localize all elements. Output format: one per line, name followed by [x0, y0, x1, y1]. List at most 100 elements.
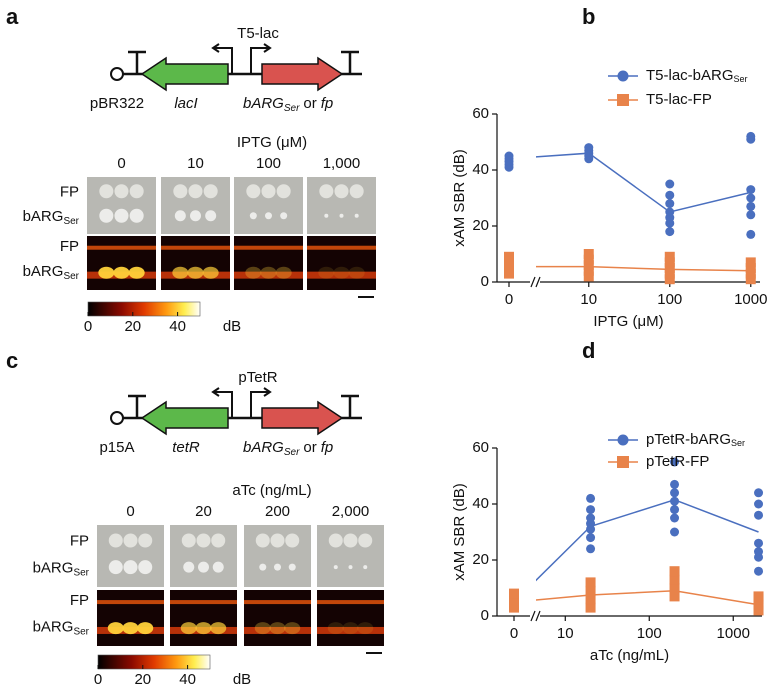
- y-tick-label: 20: [472, 551, 489, 568]
- colony: [196, 533, 211, 548]
- concentration-label: 2,000: [332, 503, 370, 520]
- repressor-label: lacI: [174, 95, 197, 112]
- ultrasound-image: [244, 590, 311, 646]
- signal-band: [161, 245, 230, 250]
- signal-spot: [122, 622, 139, 635]
- signal-band: [244, 600, 311, 605]
- data-point: [585, 602, 596, 613]
- data-point: [583, 260, 594, 271]
- row-label-main: FP: [60, 183, 79, 200]
- data-point: [664, 257, 675, 268]
- data-point: [586, 505, 596, 515]
- concentration-label: 0: [117, 155, 125, 172]
- signal-band: [244, 626, 311, 634]
- data-point: [585, 577, 596, 588]
- data-point: [664, 263, 675, 273]
- colony: [249, 212, 257, 220]
- colony: [343, 533, 358, 548]
- colony: [190, 210, 201, 222]
- signal-spot: [128, 266, 145, 279]
- colony: [339, 213, 344, 218]
- colorbar-tick-label: 40: [169, 318, 186, 335]
- data-point: [665, 207, 675, 217]
- colony: [354, 213, 359, 218]
- row-label: FP: [70, 533, 89, 550]
- row-label-main: bARG: [23, 208, 64, 225]
- colony: [212, 561, 224, 573]
- x-tick-label: 10: [557, 625, 574, 642]
- row-label: FP: [70, 592, 89, 609]
- data-point: [670, 505, 680, 515]
- data-point: [664, 251, 675, 262]
- data-point: [746, 185, 756, 195]
- row-label-main: FP: [70, 533, 89, 550]
- colony: [108, 533, 123, 548]
- data-point: [504, 251, 514, 262]
- signal-band: [307, 245, 376, 250]
- ultrasound-image: [234, 236, 303, 290]
- colorbar-tick-label: 40: [179, 671, 196, 688]
- cargo-main: bARG: [243, 439, 284, 456]
- data-point: [665, 199, 675, 209]
- repressor-gene: [140, 400, 229, 436]
- row-label: bARGSer: [33, 559, 90, 578]
- data-point: [504, 263, 514, 273]
- signal-spot: [210, 622, 227, 635]
- y-axis-label: xAM SBR (dB): [451, 483, 468, 581]
- axis-break: [535, 610, 541, 622]
- ultrasound-image: [317, 590, 384, 646]
- cargo-main: bARG: [243, 95, 284, 112]
- panel-label: d: [582, 338, 595, 363]
- y-tick-label: 0: [481, 273, 489, 290]
- colony: [265, 212, 272, 220]
- colony: [181, 533, 196, 548]
- data-point: [583, 254, 594, 265]
- axis-break: [530, 276, 536, 288]
- legend-label: T5-lac-bARGSer: [646, 67, 748, 84]
- cargo-gene: [261, 400, 344, 436]
- y-axis-label: xAM SBR (dB): [451, 149, 468, 247]
- colony: [108, 560, 123, 575]
- promoter-arrow: [211, 43, 233, 74]
- y-tick-label: 60: [472, 105, 489, 122]
- data-point: [586, 513, 596, 523]
- data-point: [504, 268, 514, 279]
- data-point: [585, 594, 596, 605]
- colony: [174, 210, 186, 222]
- signal-band: [307, 271, 376, 279]
- origin-icon: [110, 67, 124, 81]
- colony: [288, 563, 296, 571]
- signal-spot: [284, 622, 301, 635]
- data-point: [670, 488, 680, 498]
- data-point: [745, 274, 756, 285]
- concentration-label: 200: [265, 503, 290, 520]
- promoter-label: pTetR: [238, 369, 277, 386]
- colorbar-tick-label: 0: [94, 671, 102, 688]
- data-point: [586, 544, 596, 554]
- data-point: [669, 591, 680, 602]
- data-point: [586, 533, 596, 543]
- colony: [348, 565, 353, 570]
- signal-spot: [327, 622, 344, 635]
- signal-spot: [342, 622, 359, 635]
- data-point: [669, 566, 680, 577]
- data-point: [583, 271, 594, 282]
- data-point: [504, 257, 514, 268]
- colorbar-unit: dB: [223, 318, 241, 335]
- concentration-label: 10: [187, 155, 204, 172]
- signal-spot: [357, 622, 374, 635]
- legend-label-sub: Ser: [731, 438, 745, 448]
- ultrasound-image: [307, 236, 376, 290]
- axis-break: [530, 610, 536, 622]
- row-label-sub: Ser: [73, 626, 89, 637]
- ultrasound-image: [97, 590, 164, 646]
- signal-spot: [275, 266, 292, 279]
- colony: [188, 184, 203, 199]
- data-point: [754, 566, 764, 576]
- x-tick-label: 100: [637, 625, 662, 642]
- legend-marker: [617, 70, 629, 82]
- signal-spot: [113, 266, 130, 279]
- data-point: [746, 229, 756, 239]
- row-label: bARGSer: [33, 618, 90, 637]
